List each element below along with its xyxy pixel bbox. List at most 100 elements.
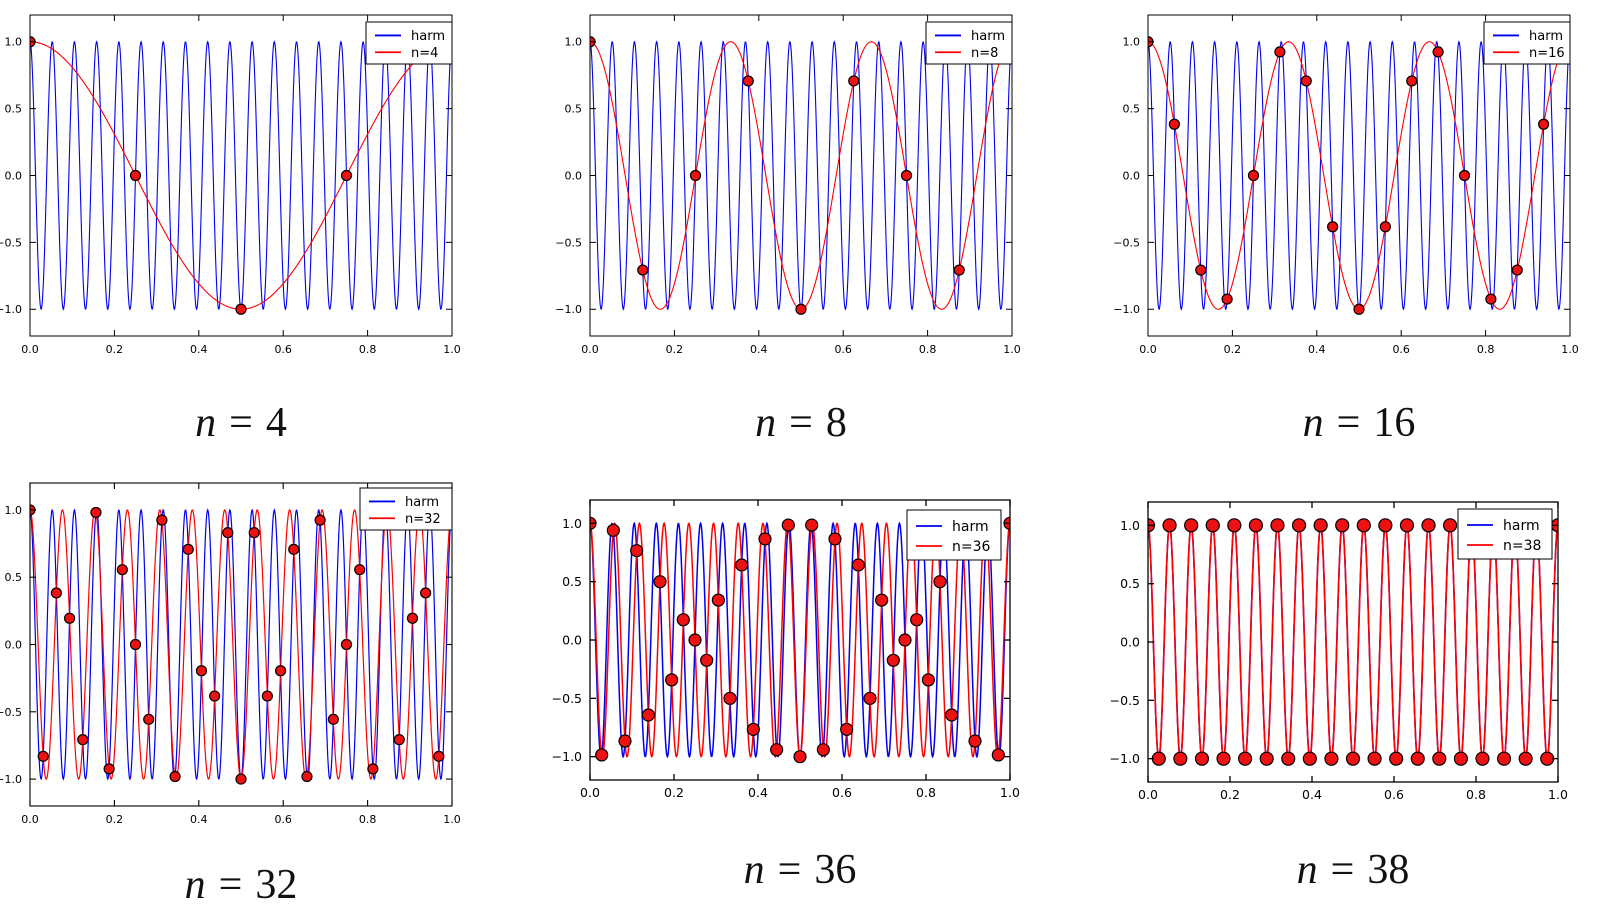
plot-canvas-n8: 0.0 0.2 0.4 0.6 0.8 1.0 1.0 0.5 0.0 −0.5 −1.0 harm n… [555, 14, 1021, 356]
x-tick-label: 1.0 [1003, 343, 1021, 356]
sample-point [863, 691, 877, 705]
sample-point [367, 763, 379, 775]
axis-ticks [1147, 15, 1571, 336]
y-tick-label: −0.5 [0, 236, 22, 249]
sample-point [618, 734, 632, 748]
sample-point [898, 633, 912, 647]
sample-point [274, 665, 287, 677]
sample-point [723, 691, 737, 705]
legend-box [359, 487, 453, 531]
sample-point [1194, 751, 1210, 766]
axis-tick-labels: 0.0 0.2 0.4 0.6 0.8 1.0 1.0 0.5 0.0 −0.5 −1.0 [1110, 518, 1568, 802]
x-tick-label: 0.2 [1220, 787, 1240, 802]
caption-n16: n = 16 [1229, 399, 1489, 447]
sample-point [630, 544, 644, 558]
legend-box [365, 21, 453, 65]
sample-points [30, 504, 452, 785]
sample-points [30, 36, 452, 315]
axes-frame [29, 482, 453, 807]
y-tick-label: 1.0 [565, 36, 583, 49]
plot-canvas-n38: 0.0 0.2 0.4 0.6 0.8 1.0 1.0 0.5 0.0 −0.5 −1.0 harm n… [1110, 501, 1568, 802]
sample-point [816, 743, 830, 757]
x-tick-label: 0.2 [106, 343, 124, 356]
axis-ticks [29, 15, 453, 336]
caption-variable: n [195, 400, 217, 446]
x-tick-label: 0.8 [359, 813, 377, 826]
x-tick-label: 0.0 [1139, 343, 1157, 356]
legend-label: harm [971, 29, 1005, 44]
sample-point [1248, 518, 1264, 533]
legend-label: harm [1503, 518, 1540, 534]
sample-point [1453, 751, 1469, 766]
y-tick-label: −1.0 [552, 749, 582, 764]
legend-label: harm [952, 519, 989, 535]
sample-point [1221, 293, 1233, 305]
sample-point [1353, 303, 1365, 315]
y-tick-label: 1.0 [1123, 36, 1141, 49]
x-tick-label: 1.0 [443, 813, 461, 826]
caption-value: 38 [1367, 847, 1410, 893]
subplot-n38: 0.0 0.2 0.4 0.6 0.8 1.0 1.0 0.5 0.0 −0.5 −1.0 harm n… [1110, 492, 1576, 816]
sample-point [1367, 751, 1382, 766]
sample-point [848, 75, 860, 87]
caption-equals: = [789, 400, 813, 446]
sample-point [851, 558, 865, 572]
sample-points [590, 36, 1012, 315]
sample-point [222, 527, 234, 539]
y-tick-label: 0.5 [5, 103, 23, 116]
sample-point [195, 665, 208, 677]
sample-point [129, 169, 142, 182]
x-tick-label: 0.6 [1392, 343, 1410, 356]
axis-tick-labels: 0.0 0.2 0.4 0.6 0.8 1.0 1.0 0.5 0.0 −0.5 −1.0 [552, 516, 1020, 800]
sample-point [50, 587, 62, 599]
legend-box [1483, 21, 1571, 65]
axis-tick-labels: 0.0 0.2 0.4 0.6 0.8 1.0 1.0 0.5 0.0 −0.5 −1.0 [1113, 36, 1578, 356]
sample-point [393, 734, 405, 746]
y-tick-label: −0.5 [1113, 236, 1140, 249]
sample-point [1421, 518, 1436, 533]
y-tick-label: −1.0 [0, 773, 22, 786]
alias-curve [1148, 523, 1558, 761]
x-tick-label: 0.8 [1466, 787, 1486, 802]
subplot-n4: 0.0 0.2 0.4 0.6 0.8 1.0 1.0 0.5 0.0 −0.5 −1.0 harm n… [0, 5, 470, 370]
sample-point [1496, 751, 1512, 766]
y-tick-label: −1.0 [1110, 751, 1140, 766]
harmonic-curve [1148, 40, 1570, 311]
sample-point [805, 518, 819, 532]
harmonic-curve [30, 40, 452, 311]
sample-point [1378, 518, 1393, 533]
y-tick-label: −0.5 [0, 706, 22, 719]
sample-point [1151, 751, 1166, 766]
sample-point [1442, 518, 1458, 533]
x-tick-label: 0.2 [666, 343, 684, 356]
legend-label: n=8 [971, 46, 998, 61]
sample-point [235, 773, 247, 785]
sample-point [37, 750, 49, 762]
legend: harm n=38 [1457, 508, 1553, 560]
y-tick-label: 1.0 [562, 516, 582, 531]
y-tick-label: −1.0 [1113, 303, 1140, 316]
sample-point [90, 506, 102, 519]
caption-variable: n [1302, 400, 1324, 446]
sample-point [953, 264, 965, 276]
axis-tick-labels: 0.0 0.2 0.4 0.6 0.8 1.0 1.0 0.5 0.0 −0.5 −1.0 [0, 504, 461, 826]
caption-variable: n [743, 847, 765, 893]
sample-point [354, 564, 366, 576]
subplot-n8: 0.0 0.2 0.4 0.6 0.8 1.0 1.0 0.5 0.0 −0.5 −1.0 harm n… [552, 5, 1030, 370]
sample-point [182, 543, 194, 555]
x-tick-label: 0.4 [190, 813, 208, 826]
x-tick-label: 0.4 [748, 785, 768, 800]
caption-equals: = [229, 400, 253, 446]
harmonic-curve [30, 508, 452, 781]
sample-point [103, 763, 115, 775]
sample-point [1335, 518, 1350, 533]
sample-point [63, 612, 76, 624]
sample-point [1300, 75, 1312, 87]
x-tick-label: 0.0 [21, 343, 39, 356]
y-tick-label: −1.0 [555, 303, 582, 316]
legend-label: harm [405, 495, 439, 510]
caption-variable: n [1296, 847, 1318, 893]
x-tick-label: 0.6 [1384, 787, 1404, 802]
x-tick-label: 1.0 [1561, 343, 1579, 356]
subplot-n16: 0.0 0.2 0.4 0.6 0.8 1.0 1.0 0.5 0.0 −0.5 −1.0 harm n… [1110, 5, 1588, 370]
